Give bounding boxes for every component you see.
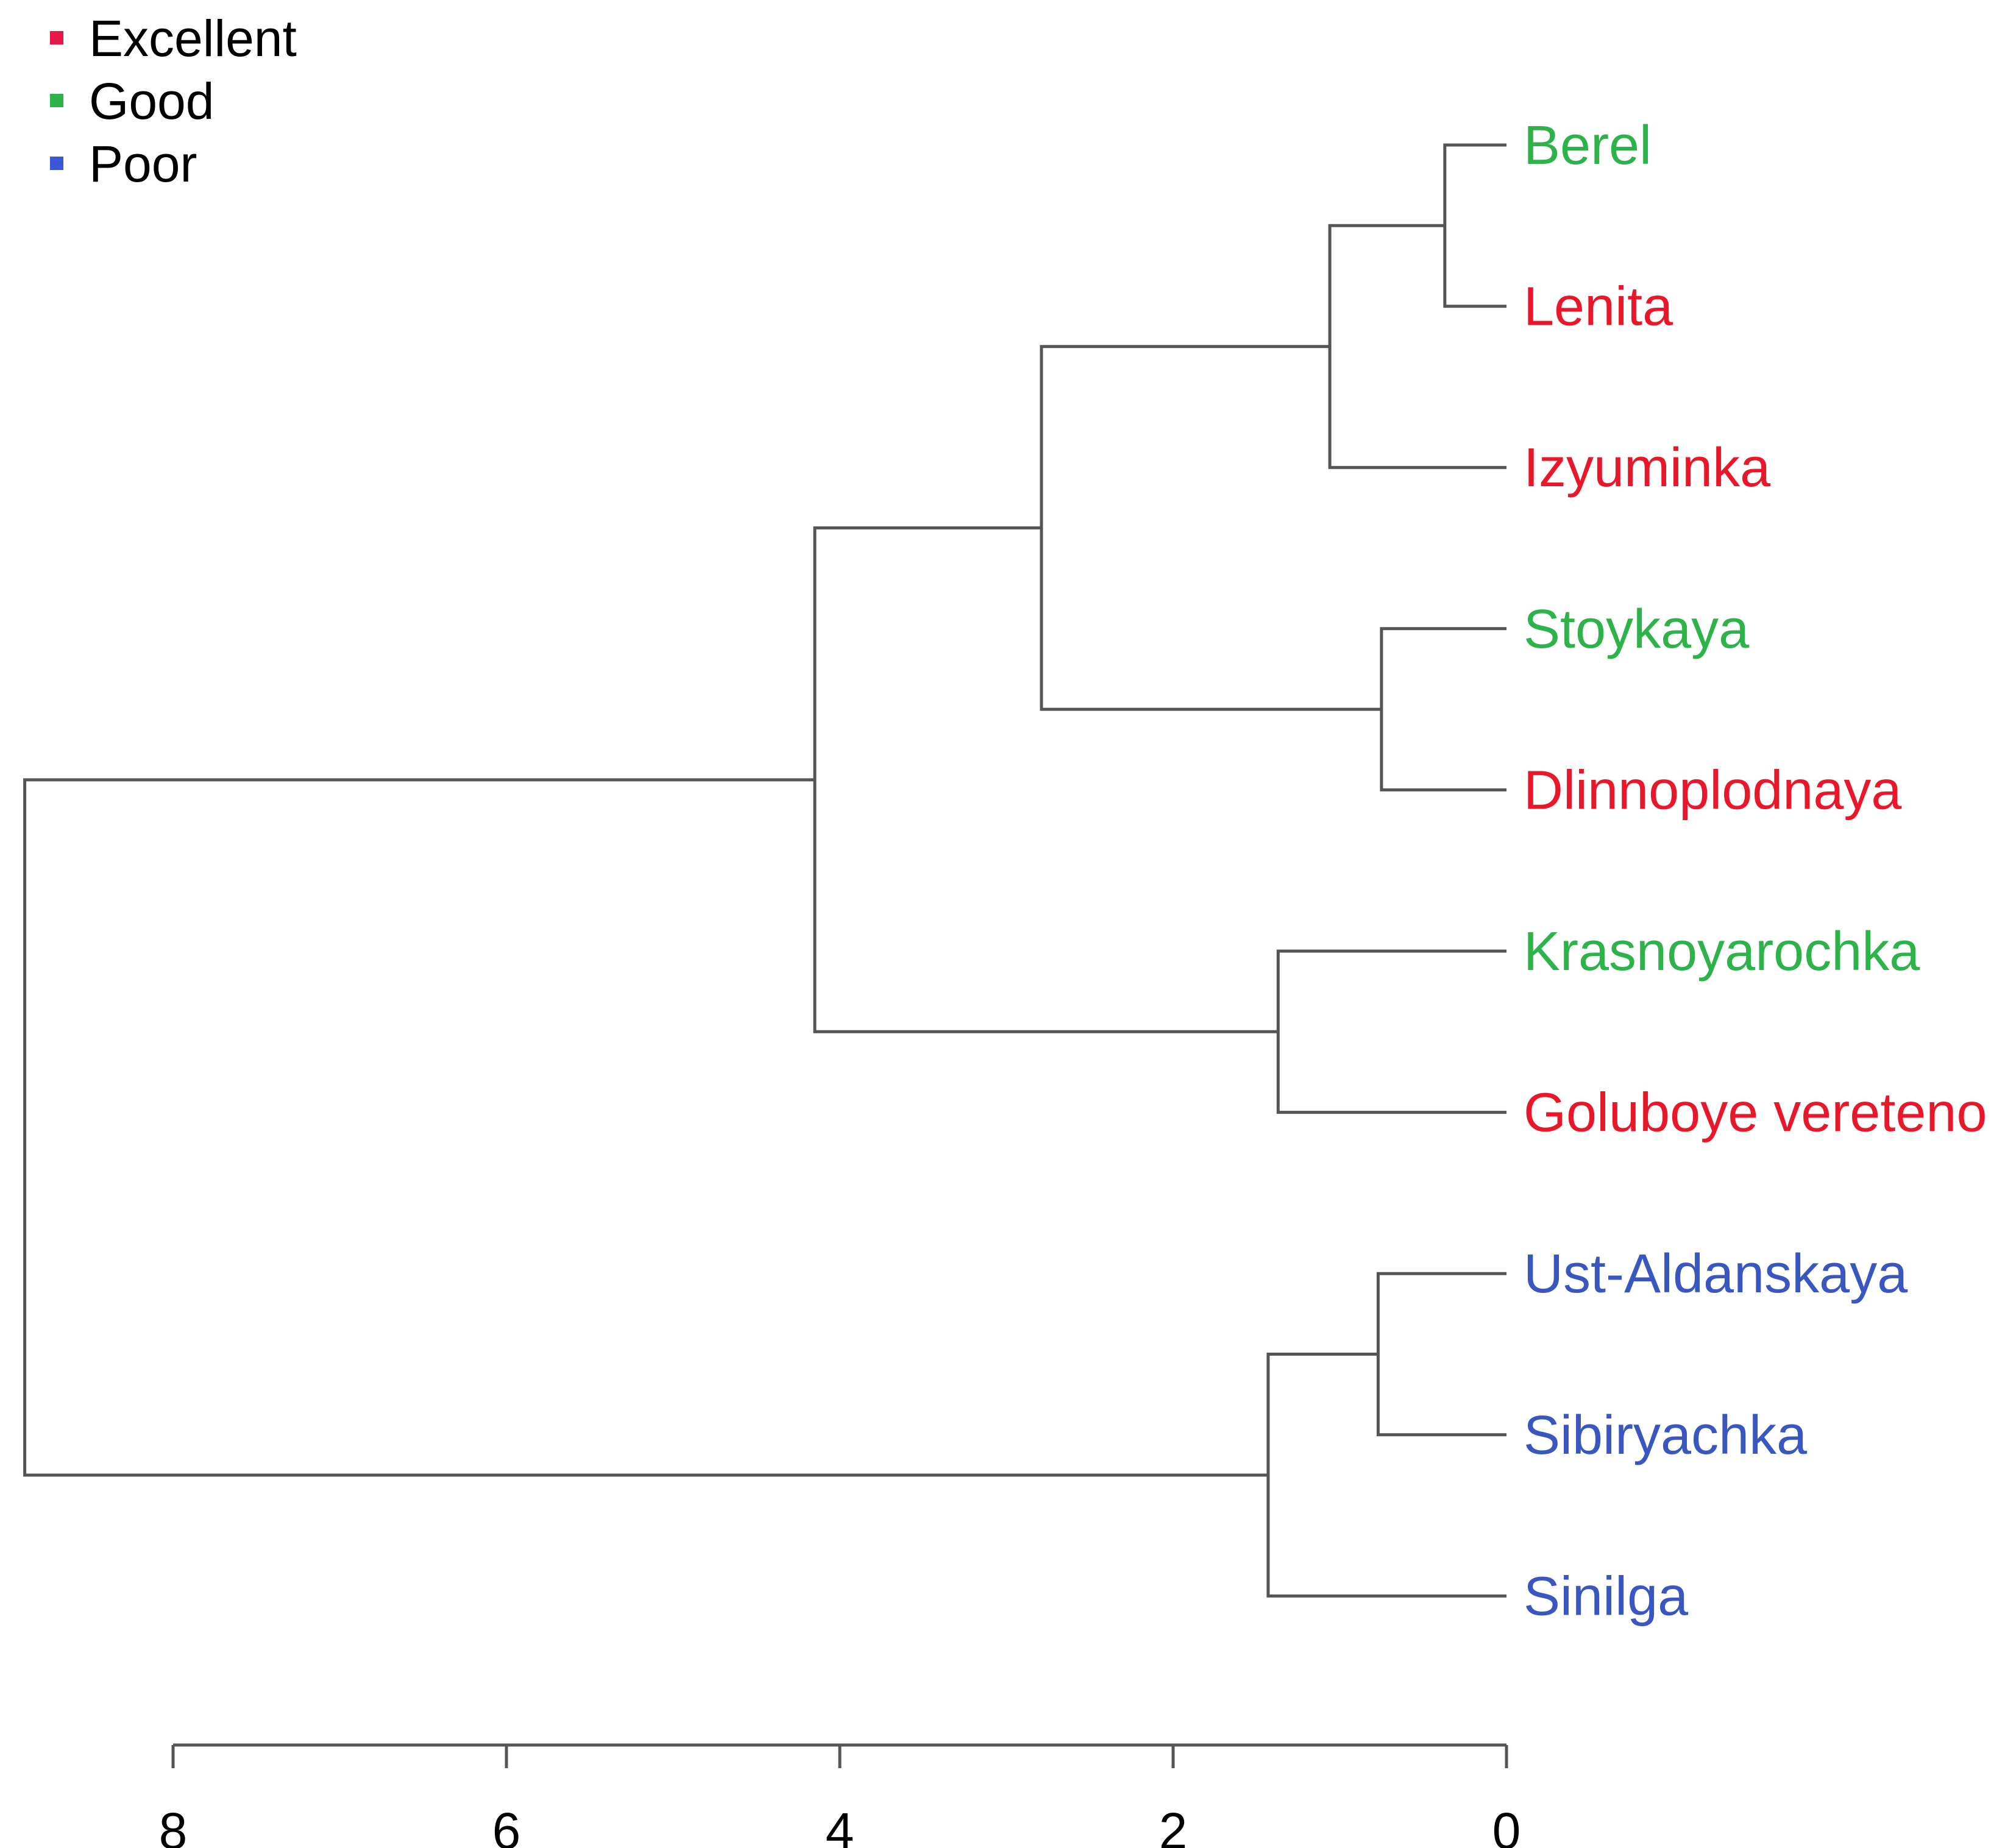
link-m6 bbox=[813, 526, 1279, 1033]
legend-label-excellent: Excellent bbox=[89, 10, 297, 67]
tick-label-2: 2 bbox=[1159, 1802, 1188, 1848]
legend-label-good: Good bbox=[89, 73, 215, 130]
leaf-label-berel: Berel bbox=[1524, 115, 1652, 176]
leaf-label-lenita: Lenita bbox=[1524, 277, 1673, 338]
tick-label-6: 6 bbox=[492, 1802, 521, 1848]
leaf-labels: Berel Lenita Izyuminka Stoykaya Dlinnoplodna… bbox=[1524, 115, 1987, 1627]
legend-label-poor: Poor bbox=[89, 135, 197, 193]
legend-swatch-good bbox=[50, 94, 63, 107]
leaf-label-sibiryachka: Sibiryachka bbox=[1524, 1405, 1808, 1466]
link-m8 bbox=[1266, 1353, 1506, 1598]
leaf-label-sinilga: Sinilga bbox=[1524, 1566, 1689, 1627]
leaf-label-goluboye-vereteno: Goluboye vereteno bbox=[1524, 1083, 1987, 1144]
leaf-label-krasnoyarochka: Krasnoyarochka bbox=[1524, 921, 1920, 982]
legend-swatch-excellent bbox=[50, 31, 63, 44]
link-m1 bbox=[1443, 143, 1506, 308]
link-m4 bbox=[1040, 345, 1382, 711]
tick-label-4: 4 bbox=[826, 1802, 854, 1848]
leaf-label-izyuminka: Izyuminka bbox=[1524, 437, 1771, 498]
link-m7 bbox=[1376, 1272, 1506, 1437]
leaf-label-stoykaya: Stoykaya bbox=[1524, 599, 1750, 660]
tick-label-8: 8 bbox=[159, 1802, 188, 1848]
dendrogram-links bbox=[23, 143, 1506, 1598]
link-m5 bbox=[1276, 949, 1506, 1114]
link-m3 bbox=[1380, 627, 1506, 791]
tick-label-0: 0 bbox=[1492, 1802, 1521, 1848]
leaf-label-ust-aldanskaya: Ust-Aldanskaya bbox=[1524, 1244, 1908, 1305]
x-axis: 8 6 4 2 0 bbox=[159, 1743, 1521, 1848]
link-m9 bbox=[23, 778, 1268, 1477]
leaf-label-dlinnoplodnaya: Dlinnoplodnaya bbox=[1524, 760, 1902, 821]
link-m2 bbox=[1328, 224, 1506, 469]
legend-swatch-poor bbox=[50, 157, 63, 170]
